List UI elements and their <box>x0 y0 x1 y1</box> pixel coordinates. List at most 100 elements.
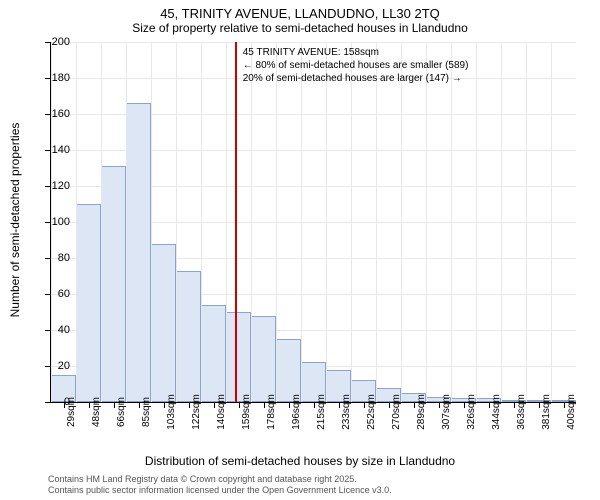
grid-line-v <box>376 42 377 402</box>
annotation-line: 20% of semi-detached houses are larger (… <box>243 72 469 85</box>
x-tick <box>89 403 90 408</box>
x-tick <box>464 403 465 408</box>
x-tick-label: 326sqm <box>466 394 477 430</box>
x-tick <box>214 403 215 408</box>
x-tick-label: 140sqm <box>216 394 227 430</box>
x-tick-label: 400sqm <box>566 394 577 430</box>
x-tick <box>339 403 340 408</box>
grid-line-v <box>526 42 527 402</box>
histogram-bar <box>276 339 301 402</box>
x-tick-label: 103sqm <box>166 394 177 430</box>
x-tick <box>289 403 290 408</box>
x-tick <box>514 403 515 408</box>
x-tick-label: 363sqm <box>516 394 527 430</box>
y-tick-label: 60 <box>58 288 70 300</box>
histogram-bar <box>176 271 201 402</box>
x-tick-label: 196sqm <box>291 394 302 430</box>
x-tick <box>489 403 490 408</box>
histogram-bar <box>151 244 176 402</box>
grid-line-v <box>426 42 427 402</box>
x-tick <box>139 403 140 408</box>
grid-line-v <box>176 42 177 402</box>
y-tick-label: 200 <box>52 36 70 48</box>
x-tick <box>439 403 440 408</box>
x-tick-label: 48sqm <box>91 397 102 427</box>
y-tick-label: 140 <box>52 144 70 156</box>
x-tick <box>389 403 390 408</box>
x-tick-label: 29sqm <box>66 397 77 427</box>
x-tick-label: 252sqm <box>366 394 377 430</box>
grid-line-v <box>76 42 77 402</box>
x-axis-title: Distribution of semi-detached houses by … <box>0 454 600 468</box>
y-tick <box>45 330 50 331</box>
x-tick-label: 270sqm <box>391 394 402 430</box>
x-tick-label: 215sqm <box>316 394 327 430</box>
reference-line <box>235 42 237 402</box>
y-tick-label: 20 <box>58 360 70 372</box>
grid-line-v <box>401 42 402 402</box>
x-tick <box>314 403 315 408</box>
y-tick <box>45 42 50 43</box>
chart-container: 45, TRINITY AVENUE, LLANDUDNO, LL30 2TQ … <box>0 0 600 500</box>
y-tick <box>45 150 50 151</box>
annotation-line: 45 TRINITY AVENUE: 158sqm <box>243 46 469 59</box>
x-tick <box>114 403 115 408</box>
x-tick <box>189 403 190 408</box>
histogram-bar <box>251 316 276 402</box>
footer-line-2: Contains public sector information licen… <box>48 485 392 496</box>
y-tick-label: 80 <box>58 252 70 264</box>
y-tick-label: 180 <box>52 72 70 84</box>
x-tick-label: 381sqm <box>541 394 552 430</box>
reference-annotation: 45 TRINITY AVENUE: 158sqm← 80% of semi-d… <box>243 46 469 85</box>
grid-line-v <box>126 42 127 402</box>
grid-line-v <box>451 42 452 402</box>
y-tick <box>45 294 50 295</box>
y-tick <box>45 78 50 79</box>
y-tick-label: 120 <box>52 180 70 192</box>
x-tick-label: 307sqm <box>441 394 452 430</box>
grid-line-v <box>101 42 102 402</box>
x-tick <box>564 403 565 408</box>
x-tick <box>414 403 415 408</box>
x-tick-label: 233sqm <box>341 394 352 430</box>
plot-area: 45 TRINITY AVENUE: 158sqm← 80% of semi-d… <box>50 42 576 403</box>
x-tick-label: 289sqm <box>416 394 427 430</box>
x-tick-label: 85sqm <box>141 397 152 427</box>
grid-line-v <box>276 42 277 402</box>
grid-line-v <box>326 42 327 402</box>
histogram-bar <box>76 204 101 402</box>
grid-line-v <box>351 42 352 402</box>
y-tick <box>45 222 50 223</box>
grid-line-v <box>551 42 552 402</box>
y-tick-label: 160 <box>52 108 70 120</box>
y-tick <box>45 186 50 187</box>
annotation-line: ← 80% of semi-detached houses are smalle… <box>243 59 469 72</box>
grid-line-h <box>51 42 576 43</box>
x-tick <box>539 403 540 408</box>
histogram-bar <box>126 103 151 402</box>
footer-line-1: Contains HM Land Registry data © Crown c… <box>48 474 392 485</box>
x-tick-label: 159sqm <box>241 394 252 430</box>
chart-title: 45, TRINITY AVENUE, LLANDUDNO, LL30 2TQ <box>0 0 600 21</box>
y-tick-label: 100 <box>52 216 70 228</box>
x-tick <box>239 403 240 408</box>
x-tick-label: 344sqm <box>491 394 502 430</box>
grid-line-v <box>251 42 252 402</box>
y-tick <box>45 258 50 259</box>
x-tick <box>264 403 265 408</box>
grid-line-v <box>226 42 227 402</box>
x-tick-label: 122sqm <box>191 394 202 430</box>
x-tick <box>164 403 165 408</box>
chart-footer: Contains HM Land Registry data © Crown c… <box>48 474 392 496</box>
histogram-bar <box>226 312 251 402</box>
y-tick <box>45 114 50 115</box>
grid-line-v <box>501 42 502 402</box>
x-tick-label: 66sqm <box>116 397 127 427</box>
x-tick <box>364 403 365 408</box>
y-tick-label: 40 <box>58 324 70 336</box>
histogram-bar <box>201 305 226 402</box>
y-tick <box>45 366 50 367</box>
x-tick-label: 178sqm <box>266 394 277 430</box>
grid-line-v <box>476 42 477 402</box>
histogram-bar <box>101 166 126 402</box>
